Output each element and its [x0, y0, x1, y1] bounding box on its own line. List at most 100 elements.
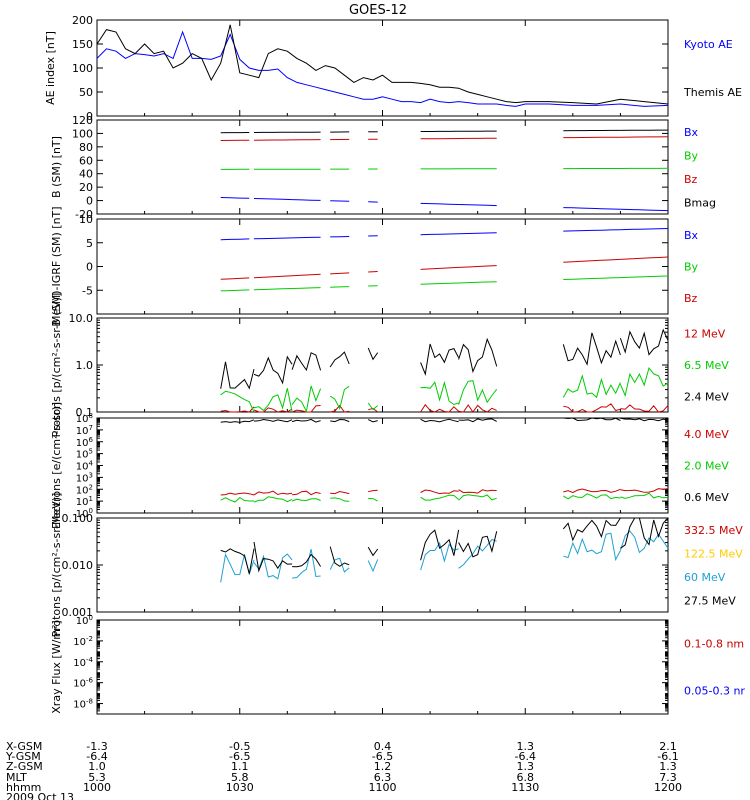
legend-2-3: Bz: [684, 173, 698, 186]
series-5-3-seg-6: [458, 418, 497, 423]
series-5-3-seg-4: [367, 419, 378, 423]
y-tick-label: 20: [79, 181, 93, 194]
series-6-3-seg-6: [458, 538, 497, 569]
legend-3-3: Bz: [684, 292, 698, 305]
series-5-1-seg-6: [458, 489, 497, 494]
series-5-3-seg-1: [253, 418, 293, 423]
orbit-value: -1.3: [86, 740, 107, 753]
y-tick-exponent: 3: [89, 471, 93, 479]
series-3-1-seg-2: [292, 236, 321, 239]
orbit-value: 6.3: [374, 771, 392, 784]
series-5-2-seg-2: [291, 498, 321, 502]
y-axis-label: AE index [nT]: [44, 31, 57, 105]
series-5-1-seg-1: [253, 490, 293, 496]
series-6-3-seg-3: [329, 557, 350, 573]
series-5-1-seg-5: [420, 489, 459, 495]
y-tick-label: 0: [86, 261, 93, 274]
orbit-value: 1.3: [659, 760, 677, 773]
series-4-3-seg-1: [253, 355, 293, 385]
series-5-2-seg-0: [220, 496, 254, 503]
legend-4-3: 2.4 MeV: [684, 390, 729, 403]
y-tick-exponent: 1: [89, 495, 93, 503]
series-5-1-seg-2: [292, 490, 321, 496]
panel-frame: [96, 119, 669, 215]
y-tick-exponent: 6: [89, 436, 94, 444]
series-5-3-seg-3: [330, 418, 350, 423]
series-2-1-seg-7: [563, 207, 621, 210]
panel-7: 10-8 10-6 10-4 10-2 100 Xray Flux [W/m²] 0.1-0…: [50, 614, 745, 715]
series-3-1-seg-7: [563, 229, 621, 232]
series-4-1-seg-1: [253, 407, 293, 413]
y-tick-label: 5: [86, 237, 93, 250]
series-3-3-seg-2: [292, 273, 321, 277]
orbit-value: 5.8: [231, 771, 249, 784]
series-4-1-seg-7: [563, 403, 621, 413]
series-3-2-seg-6: [458, 281, 497, 284]
orbit-row-label: Y-GSM: [5, 750, 41, 763]
legend-4-1: 12 MeV: [684, 328, 726, 341]
y-tick-label: 50: [79, 86, 93, 99]
series-4-1-seg-3: [330, 404, 350, 413]
orbit-value: 7.3: [659, 771, 677, 784]
y-tick-label: 1.0: [76, 359, 94, 372]
series-4-2-seg-3: [329, 385, 350, 411]
orbit-value: 1.3: [517, 740, 535, 753]
legend-7-2: 0.05-0.3 nr: [684, 685, 745, 698]
orbit-value: -6.1: [657, 750, 678, 763]
series-2-1-seg-3: [330, 200, 350, 202]
legend-3-1: Bx: [684, 229, 699, 242]
y-tick-label: 200: [72, 14, 93, 27]
y-tick-exponent: 8: [89, 412, 93, 420]
series-3-2-seg-0: [220, 289, 250, 292]
series-5-2-seg-5: [420, 494, 459, 501]
y-tick-label: 10-8: [73, 698, 93, 711]
series-5-3-seg-8: [620, 417, 669, 422]
series-4-1-seg-5: [420, 403, 459, 413]
y-tick-exponent: -6: [86, 677, 94, 685]
chart-title: GOES-12: [349, 3, 407, 18]
series-6-4-seg-4: [367, 546, 379, 557]
panel-frame: [96, 218, 669, 315]
y-tick-label: 10-4: [73, 656, 93, 669]
y-tick-exponent: -8: [86, 698, 93, 706]
series-5-1-seg-3: [330, 490, 350, 495]
series-3-3-seg-8: [620, 256, 669, 260]
y-tick-label: 80: [79, 141, 93, 154]
series-4-3-seg-2: [291, 352, 322, 372]
series-5-3-seg-5: [420, 418, 459, 423]
legend-7-1: 0.1-0.8 nm: [684, 638, 744, 651]
series-3-1-seg-5: [420, 233, 459, 236]
series-4-2-seg-4: [367, 402, 379, 411]
series-3-1-seg-1: [253, 237, 293, 240]
y-tick-label: 0.1: [76, 406, 94, 419]
legend-1-2: Themis AE: [683, 86, 742, 99]
y-tick-label: -20: [75, 208, 93, 221]
series-3-1-seg-8: [620, 228, 669, 231]
legend-5-1: 4.0 MeV: [684, 428, 729, 441]
series-6-4-seg-6: [458, 531, 498, 558]
series-5-2-seg-6: [458, 494, 497, 501]
orbit-value: 1.0: [88, 760, 106, 773]
orbit-value: 5.3: [88, 771, 106, 784]
series-5-2-seg-8: [620, 492, 669, 499]
series-6-4-seg-1: [253, 541, 293, 573]
panel-frame: [96, 619, 669, 715]
series-6-3-seg-2: [292, 548, 321, 579]
legend-5-3: 0.6 MeV: [684, 491, 729, 504]
date-label: 2009 Oct 13: [6, 791, 74, 800]
series-5-1-seg-0: [220, 492, 255, 496]
series-5-3-seg-7: [563, 417, 621, 422]
orbit-value: 1000: [83, 781, 111, 794]
series-3-3-seg-5: [420, 266, 459, 270]
series-3-1-seg-0: [220, 238, 250, 241]
series-6-3-seg-1: [253, 553, 293, 580]
y-tick-label: 0.010: [62, 559, 94, 572]
y-tick-label: 100: [76, 614, 93, 627]
y-axis-label: Protons [p/(cm²-s-sr-MeV)]: [50, 293, 63, 438]
panel-frame: [96, 317, 669, 413]
series-6-3-seg-7: [563, 532, 621, 562]
